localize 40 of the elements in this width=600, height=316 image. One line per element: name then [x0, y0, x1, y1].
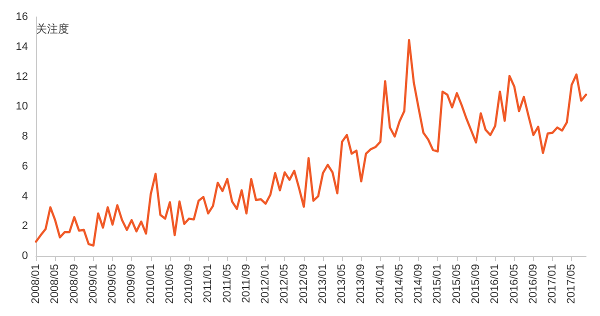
y-tick-label: 14	[16, 40, 28, 53]
y-tick-label: 6	[22, 160, 28, 172]
x-tick-label: 2014/01	[374, 264, 386, 304]
x-tick-label: 2013/01	[316, 264, 329, 304]
x-tick-label: 2011/01	[202, 264, 214, 303]
x-tick-label: 2011/05	[221, 264, 234, 303]
x-tick-label: 2015/09	[470, 264, 482, 304]
x-tick-label: 2016/01	[489, 264, 502, 304]
y-tick-label: 0	[22, 250, 28, 262]
y-tick-label: 8	[22, 130, 28, 142]
x-tick-label: 2009/09	[126, 264, 138, 304]
x-tick-label: 2014/05	[393, 264, 406, 304]
y-tick-label: 2	[22, 220, 28, 232]
x-tick-label: 2010/01	[144, 264, 157, 304]
x-tick-label: 2013/05	[336, 264, 348, 304]
x-tick-label: 2009/01	[87, 264, 100, 304]
x-tick-label: 2012/01	[260, 264, 272, 304]
x-tick-label: 2008/09	[68, 264, 80, 304]
x-tick-label: 2012/05	[278, 264, 291, 304]
x-tick-label: 2016/09	[527, 264, 540, 304]
x-tick-label: 2010/09	[183, 264, 196, 304]
x-tick-label: 2014/09	[412, 264, 425, 304]
x-tick-label: 2008/05	[49, 264, 62, 304]
y-tick-label: 12	[16, 70, 28, 83]
y-tick-label: 4	[22, 190, 28, 202]
x-tick-label: 2016/05	[508, 264, 520, 304]
x-tick-label: 2013/09	[355, 264, 368, 304]
x-tick-label: 2017/05	[566, 264, 578, 304]
x-tick-label: 2017/01	[546, 264, 559, 304]
x-tick-label: 2012/09	[298, 264, 310, 304]
x-tick-label: 2011/09	[240, 264, 252, 303]
x-tick-label: 2010/05	[164, 264, 176, 304]
line-series	[34, 39, 588, 247]
x-tick-label: 2015/01	[432, 264, 444, 304]
x-tick-label: 2008/01	[30, 264, 42, 304]
x-tick-label: 2015/05	[450, 264, 463, 304]
y-tick-label: 16	[16, 11, 28, 23]
y-tick-label: 10	[16, 100, 28, 113]
y-axis-title: 关注度	[36, 22, 69, 36]
x-tick-label: 2009/05	[106, 264, 119, 304]
